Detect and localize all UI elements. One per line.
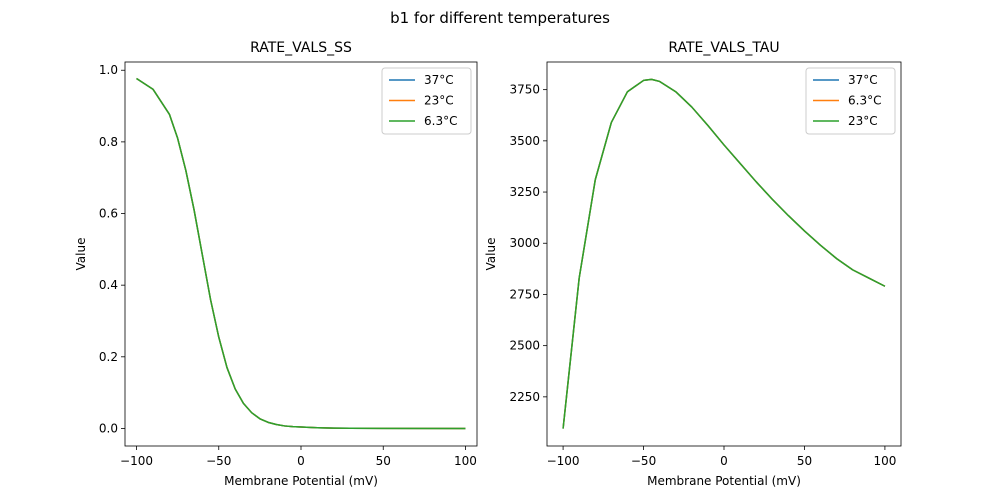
ss-chart-title: RATE_VALS_SS bbox=[250, 40, 352, 56]
ss-chart-panel: RATE_VALS_SS Membrane Potential (mV) Val… bbox=[74, 40, 478, 488]
ss-legend-label-1: 23°C bbox=[424, 94, 454, 108]
ss-y-tick-label: 0.4 bbox=[99, 278, 118, 292]
tau-legend-label-1: 6.3°C bbox=[848, 94, 881, 108]
tau-y-tick-label: 3000 bbox=[509, 236, 540, 250]
tau-chart-panel: RATE_VALS_TAU Membrane Potential (mV) Va… bbox=[484, 40, 902, 488]
ss-series-line-2 bbox=[136, 77, 466, 430]
ss-legend-label-2: 6.3°C bbox=[424, 114, 457, 128]
tau-x-tick-label: 100 bbox=[873, 454, 896, 468]
ss-y-tick-label: 1.0 bbox=[99, 63, 118, 77]
ss-axes-frame bbox=[124, 61, 478, 447]
ss-y-tick-label: 0.0 bbox=[99, 421, 118, 435]
ss-y-tick-label: 0.6 bbox=[99, 207, 118, 221]
ss-legend-box bbox=[381, 67, 472, 135]
tau-x-tick-label: −50 bbox=[631, 454, 656, 468]
tau-y-tick-label: 3250 bbox=[509, 185, 540, 199]
tau-x-tick-label: −100 bbox=[547, 454, 580, 468]
tau-y-tick-label: 3500 bbox=[509, 134, 540, 148]
tau-y-tick-label: 3750 bbox=[509, 83, 540, 97]
ss-y-axis-label: Value bbox=[74, 238, 88, 271]
tau-chart-title: RATE_VALS_TAU bbox=[668, 40, 779, 56]
ss-y-tick-label: 0.8 bbox=[99, 135, 118, 149]
tau-y-axis-label: Value bbox=[484, 238, 498, 271]
tau-x-tick-label: 50 bbox=[797, 454, 812, 468]
ss-legend-label-0: 37°C bbox=[424, 73, 454, 87]
tau-legend-label-2: 23°C bbox=[848, 114, 878, 128]
ss-x-tick-label: −100 bbox=[120, 454, 153, 468]
ss-x-axis-label: Membrane Potential (mV) bbox=[224, 474, 378, 488]
tau-axes-frame bbox=[546, 61, 902, 447]
tau-x-tick-label: 0 bbox=[720, 454, 728, 468]
ss-x-tick-label: 0 bbox=[297, 454, 305, 468]
tau-x-axis-label: Membrane Potential (mV) bbox=[647, 474, 801, 488]
tau-y-tick-label: 2250 bbox=[509, 390, 540, 404]
tau-series-line-2 bbox=[562, 78, 886, 429]
ss-x-tick-label: 50 bbox=[376, 454, 391, 468]
ss-x-tick-label: −50 bbox=[206, 454, 231, 468]
figure-suptitle: b1 for different temperatures bbox=[390, 9, 610, 27]
tau-legend-box bbox=[805, 67, 896, 135]
ss-y-tick-label: 0.2 bbox=[99, 350, 118, 364]
tau-y-tick-label: 2500 bbox=[509, 339, 540, 353]
tau-y-tick-label: 2750 bbox=[509, 287, 540, 301]
tau-legend-label-0: 37°C bbox=[848, 73, 878, 87]
ss-x-tick-label: 100 bbox=[454, 454, 477, 468]
